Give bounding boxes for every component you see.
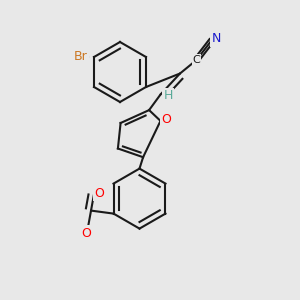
Text: O: O	[94, 187, 104, 200]
Text: H: H	[163, 89, 173, 103]
Text: O: O	[161, 113, 171, 126]
Text: Br: Br	[74, 50, 87, 64]
Text: O: O	[82, 226, 92, 240]
Text: C: C	[193, 55, 200, 65]
Text: N: N	[211, 32, 221, 46]
